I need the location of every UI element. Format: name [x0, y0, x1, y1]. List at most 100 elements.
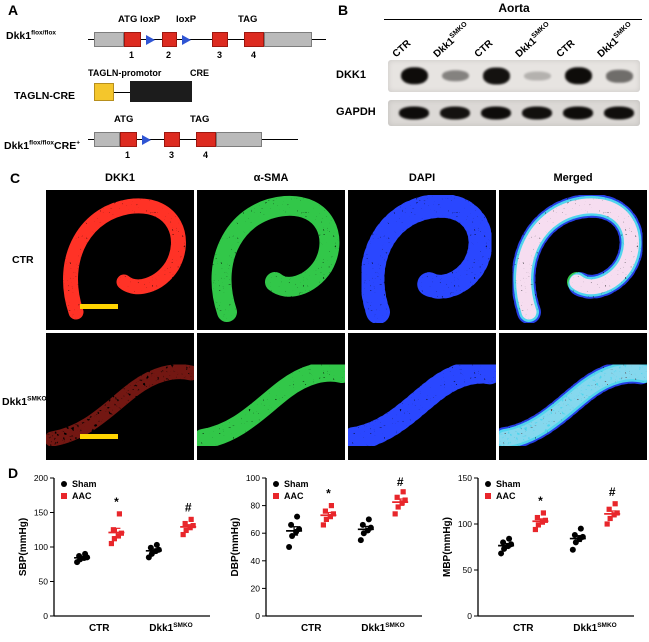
significance-annotation: # [185, 500, 192, 514]
panel-c: C DKK1 α-SMA DAPI Merged CTR Dkk1SMKO [0, 170, 649, 465]
genotype-sup: flox/flox [29, 139, 55, 147]
exon1-number: 1 [125, 150, 131, 160]
micrograph-dkk1smko-α-sma [197, 333, 345, 460]
data-point [500, 539, 507, 546]
y-tick-label: 100 [34, 542, 48, 552]
column-header-dapi: DAPI [408, 172, 436, 184]
exon3-number: 3 [217, 50, 223, 60]
significance-annotation: * [326, 487, 331, 501]
significance-annotation: * [538, 494, 543, 508]
scale-bar [80, 434, 118, 439]
y-tick-label: 100 [458, 519, 472, 529]
micrograph-ctr-dapi [348, 190, 496, 330]
data-point [82, 550, 89, 557]
promoter-cre-link-line [114, 92, 130, 93]
exon2-number: 2 [166, 50, 172, 60]
data-point [286, 544, 293, 550]
blot-row-label-gapdh: GAPDH [336, 106, 376, 118]
lane-label: CTR [472, 38, 496, 60]
y-tick-label: 60 [251, 528, 261, 538]
data-point [498, 550, 505, 557]
chart-mbp: 0 50 100 150 MBP(mmHg) CTR Dkk1SMKO * # Sham AAC [442, 473, 634, 634]
data-point [611, 512, 617, 518]
data-point [190, 523, 196, 529]
data-point [359, 521, 366, 528]
exon1-number: 1 [129, 50, 135, 60]
blot-band [399, 106, 429, 120]
data-point [147, 544, 154, 551]
data-point [108, 540, 114, 547]
data-point [187, 525, 193, 531]
exon1-box [120, 132, 137, 147]
genotype-floxflox-label: Dkk1flox/flox [6, 30, 56, 42]
micrograph-ctr-merged [499, 190, 647, 330]
cre-box [130, 81, 192, 102]
data-point [76, 552, 83, 559]
blue-channel-signal [360, 193, 493, 324]
lane-label: Dkk1SMKO [431, 20, 469, 60]
construct-deleted-allele: ATG TAG 1 3 4 [88, 112, 330, 166]
y-axis-title: DBP(mmHg) [230, 518, 241, 577]
data-point [182, 520, 188, 527]
y-tick-label: 40 [251, 556, 261, 566]
micrograph-ctr-α-sma [197, 190, 345, 330]
panel-a-label: A [8, 2, 19, 18]
legend-label-aac: AAC [284, 491, 304, 501]
blot-band [440, 106, 470, 120]
panel-d-label: D [8, 465, 19, 481]
data-point [540, 510, 546, 516]
row-label-sup: SMKO [27, 395, 47, 403]
micrograph-image [348, 333, 496, 460]
y-tick-label: 20 [251, 583, 261, 593]
data-point [328, 503, 334, 509]
data-point [188, 516, 194, 522]
construct-floxed-allele: ATG loxP loxP TAG 1 2 3 4 [88, 12, 330, 70]
data-point [614, 510, 620, 516]
blot-title: Aorta [498, 1, 530, 15]
loxp2-triangle-icon [182, 35, 191, 45]
data-point [323, 516, 329, 522]
blot-strip-gapdh [388, 100, 640, 126]
lane-label: Dkk1SMKO [595, 20, 633, 60]
blot-band [605, 69, 633, 83]
x-category-label: Dkk1SMKO [361, 622, 404, 634]
column-header-merged: Merged [553, 172, 593, 184]
tag-label: TAG [238, 14, 258, 25]
exon4-number: 4 [203, 150, 209, 160]
blot-title-underline [384, 19, 642, 20]
row-label-ctr: CTR [12, 254, 34, 266]
micrograph-image [46, 190, 194, 330]
panel-b-label: B [338, 2, 349, 18]
y-tick-label: 150 [34, 508, 48, 518]
allele-backbone-line [88, 139, 298, 140]
micrograph-dkk1smko-dkk1 [46, 333, 194, 460]
atg-label: ATG [118, 14, 138, 25]
utr-box-right [264, 32, 312, 47]
data-point [322, 508, 328, 514]
column-header-dkk1: DKK1 [105, 172, 135, 184]
red-channel-signal [46, 364, 194, 447]
row-label-base: Dkk1 [2, 396, 28, 408]
exon3-box [212, 32, 228, 47]
utr-box-left [94, 32, 124, 47]
y-tick-label: 50 [463, 565, 473, 575]
legend-label-aac: AAC [72, 491, 92, 501]
data-point [535, 522, 541, 528]
micrograph-image [197, 333, 345, 460]
data-point [394, 494, 400, 500]
y-tick-label: 100 [246, 473, 260, 483]
blot-band [523, 71, 551, 81]
legend-label-sham: Sham [284, 479, 309, 489]
utr-box-right [216, 132, 262, 147]
data-point [392, 511, 398, 517]
data-point [153, 541, 160, 548]
loxp1-triangle-icon [146, 35, 155, 45]
blot-row-label-dkk1: DKK1 [336, 69, 366, 81]
panel-d: D 0 50 100 150 200 SBP(mmHg) CTR Dkk1SMKO * # Sham… [0, 465, 649, 642]
micrograph-image [46, 333, 194, 460]
column-header-asma: α-SMA [253, 172, 289, 184]
utr-box-left [94, 132, 120, 147]
tagln-promoter-label: TAGLN-promotor [88, 68, 162, 78]
panel-c-label: C [10, 170, 21, 186]
blot-band [522, 106, 552, 120]
